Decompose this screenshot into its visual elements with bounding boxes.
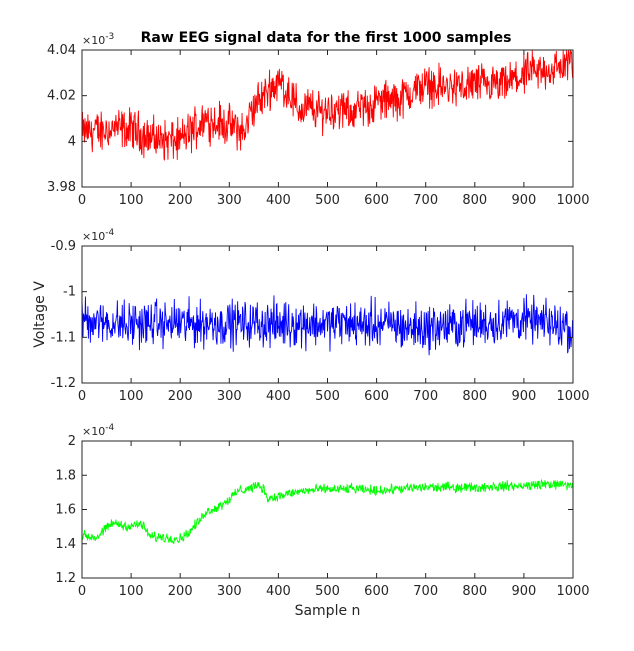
x-tick-label: 400 bbox=[266, 389, 291, 404]
x-tick-label: 100 bbox=[119, 584, 144, 599]
x-tick-label: 800 bbox=[462, 389, 487, 404]
y-tick-label: -1.1 bbox=[51, 330, 76, 345]
x-tick-label: 0 bbox=[78, 389, 86, 404]
y-tick-label: 4 bbox=[68, 134, 76, 149]
x-tick-label: 700 bbox=[413, 584, 438, 599]
series-line-3 bbox=[81, 478, 574, 545]
y-tick-label: 1.8 bbox=[55, 468, 76, 483]
x-tick-label: 300 bbox=[217, 584, 242, 599]
x-tick-label: 400 bbox=[266, 584, 291, 599]
x-tick-label: 600 bbox=[364, 584, 389, 599]
x-tick-label: 100 bbox=[119, 389, 144, 404]
chart-panel-2: 0 100 200 300 400 500 600 700 800 900 1000 -1.2 -1.1… bbox=[32, 228, 590, 404]
x-tick-label: 900 bbox=[511, 193, 536, 208]
x-tick-label: 600 bbox=[364, 193, 389, 208]
y-tick-label: 4.04 bbox=[47, 43, 76, 58]
y-tick-label: 4.02 bbox=[47, 89, 76, 104]
x-tick-label: 700 bbox=[413, 193, 438, 208]
x-tick-label: 800 bbox=[462, 584, 487, 599]
series-line-1 bbox=[81, 49, 574, 161]
x-axis-label: Sample n bbox=[295, 603, 361, 619]
exponent-power: -3 bbox=[105, 32, 114, 42]
y-tick-label: 2 bbox=[68, 434, 76, 449]
x-tick-label: 700 bbox=[413, 389, 438, 404]
chart-panel-1: 0 100 200 300 400 500 600 700 800 900 1000 3.98 4 4.0… bbox=[47, 32, 590, 208]
x-tick-label: 200 bbox=[168, 389, 193, 404]
x-tick-label: 500 bbox=[315, 193, 340, 208]
x-tick-label: 200 bbox=[168, 584, 193, 599]
x-tick-label: 200 bbox=[168, 193, 193, 208]
x-tick-label: 300 bbox=[217, 193, 242, 208]
y-tick-label: -1.2 bbox=[51, 376, 76, 391]
y-tick-label: -1 bbox=[63, 285, 76, 300]
y-axis-label: Voltage V bbox=[32, 281, 48, 348]
y-tick-label: 1.4 bbox=[55, 537, 76, 552]
x-tick-label: 1000 bbox=[556, 193, 589, 208]
y-tick-label: -0.9 bbox=[51, 239, 76, 254]
x-tick-label: 800 bbox=[462, 193, 487, 208]
chart-panel-3: 0 100 200 300 400 500 600 700 800 900 1000 1.2 1.4 1.… bbox=[55, 423, 589, 619]
y-tick-label: 1.6 bbox=[55, 503, 76, 518]
series-line-2 bbox=[81, 294, 574, 356]
y-exponent-label: ×10-3 bbox=[82, 32, 114, 47]
x-tick-label: 900 bbox=[511, 584, 536, 599]
exponent-base: ×10 bbox=[82, 34, 105, 47]
exponent-base: ×10 bbox=[82, 230, 105, 243]
x-tick-label: 500 bbox=[315, 584, 340, 599]
axes-box bbox=[81, 440, 574, 579]
y-exponent-label: ×10-4 bbox=[82, 228, 114, 243]
x-tick-label: 0 bbox=[78, 584, 86, 599]
x-tick-label: 500 bbox=[315, 389, 340, 404]
x-tick-label: 100 bbox=[119, 193, 144, 208]
x-tick-label: 400 bbox=[266, 193, 291, 208]
y-exponent-label: ×10-4 bbox=[82, 423, 114, 438]
y-tick-label: 1.2 bbox=[55, 571, 76, 586]
figure-title: Raw EEG signal data for the first 1000 s… bbox=[141, 30, 512, 46]
x-tick-label: 600 bbox=[364, 389, 389, 404]
x-tick-label: 1000 bbox=[556, 389, 589, 404]
exponent-power: -4 bbox=[105, 228, 114, 238]
exponent-base: ×10 bbox=[82, 425, 105, 438]
x-tick-label: 0 bbox=[78, 193, 86, 208]
exponent-power: -4 bbox=[105, 423, 114, 433]
x-tick-label: 900 bbox=[511, 389, 536, 404]
x-tick-label: 1000 bbox=[556, 584, 589, 599]
x-tick-label: 300 bbox=[217, 389, 242, 404]
y-tick-label: 3.98 bbox=[47, 180, 76, 195]
